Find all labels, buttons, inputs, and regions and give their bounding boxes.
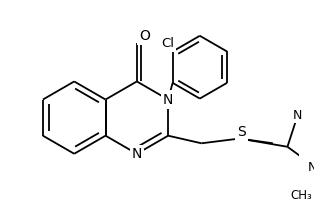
Text: Cl: Cl bbox=[161, 37, 174, 50]
Text: N: N bbox=[308, 161, 314, 174]
Text: O: O bbox=[139, 29, 150, 43]
Text: N: N bbox=[132, 147, 142, 161]
Text: S: S bbox=[237, 125, 246, 139]
Text: N: N bbox=[163, 93, 173, 106]
Text: N: N bbox=[292, 109, 302, 122]
Text: CH₃: CH₃ bbox=[290, 189, 312, 202]
